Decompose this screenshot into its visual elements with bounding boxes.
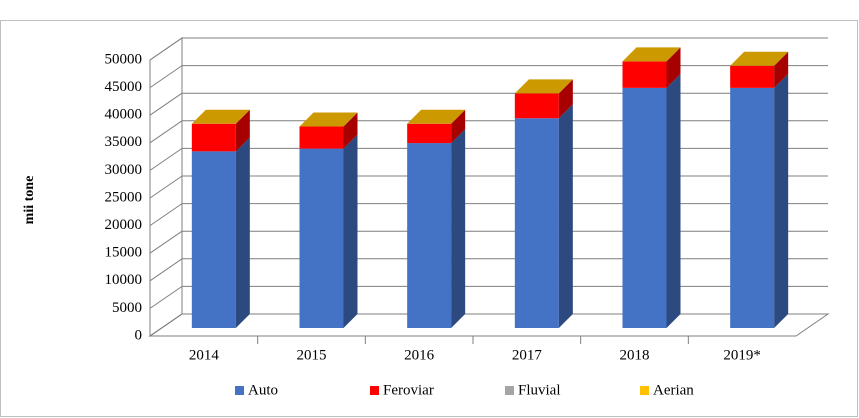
- y-tick-label: 5000: [112, 300, 142, 316]
- legend-label: Aerian: [653, 382, 694, 398]
- y-tick-label: 15000: [105, 245, 143, 261]
- bar-side: [451, 129, 466, 328]
- legend-swatch: [640, 386, 649, 395]
- bar-segment: [514, 118, 559, 329]
- x-tick-label: 2019*: [723, 347, 761, 363]
- bar-segment: [730, 87, 775, 328]
- bar-side: [343, 112, 358, 149]
- x-tick-label: 2016: [404, 347, 435, 363]
- bar-side: [774, 73, 789, 328]
- bar-top: [622, 47, 681, 62]
- bar-segment: [514, 93, 559, 119]
- legend-swatch: [370, 386, 379, 395]
- x-tick-label: 2018: [620, 347, 650, 363]
- legend-label: Feroviar: [383, 382, 434, 398]
- bar-side: [235, 137, 250, 328]
- grid-line: [149, 65, 183, 89]
- y-tick-label: 50000: [105, 51, 143, 67]
- y-tick-label: 10000: [105, 272, 143, 288]
- y-tick-label: 35000: [105, 134, 143, 150]
- x-tick-label: 2015: [297, 347, 327, 363]
- y-tick-label: 20000: [105, 217, 143, 233]
- bar-side: [343, 134, 358, 328]
- y-tick-label: 30000: [105, 162, 143, 178]
- bar-segment: [407, 143, 452, 328]
- bar-top: [191, 109, 250, 124]
- bar-segment: [730, 65, 775, 88]
- legend-swatch: [505, 386, 514, 395]
- grid-line: [149, 92, 183, 116]
- grid-line: [149, 313, 183, 337]
- legend-label: Auto: [248, 382, 278, 398]
- y-tick-label: 45000: [105, 79, 143, 95]
- bar-side: [451, 109, 466, 144]
- bar-segment: [622, 87, 667, 328]
- grid-line: [149, 285, 183, 309]
- x-tick-label: 2017: [512, 347, 543, 363]
- y-axis-label: mii tone: [22, 176, 37, 225]
- bar-segment: [622, 61, 667, 88]
- y-tick-label: 25000: [105, 189, 143, 205]
- bar-side: [666, 47, 681, 88]
- x-tick-label: 2014: [189, 347, 220, 363]
- y-tick-label: 0: [135, 327, 143, 343]
- bar-side: [235, 109, 250, 152]
- grid-line: [149, 175, 183, 199]
- grid-line: [149, 203, 183, 227]
- bar-segment: [299, 126, 344, 149]
- bar-side: [666, 73, 681, 328]
- bar-top: [299, 112, 358, 127]
- bar-side: [774, 51, 789, 88]
- bar-top: [730, 51, 789, 66]
- floor: [148, 313, 830, 337]
- grid-line: [149, 230, 183, 254]
- bar-top: [514, 79, 573, 94]
- bar-segment: [191, 123, 236, 152]
- bar-side: [558, 104, 573, 329]
- grid-line: [149, 37, 183, 61]
- legend-label: Fluvial: [518, 382, 561, 398]
- legend-swatch: [235, 386, 244, 395]
- bar-segment: [299, 148, 344, 328]
- bar-segment: [407, 123, 452, 144]
- grid-line: [149, 258, 183, 282]
- bar-side: [558, 79, 573, 119]
- grid-line: [149, 120, 183, 144]
- chart-border: [0, 20, 858, 417]
- y-tick-label: 40000: [105, 107, 143, 123]
- grid-line: [149, 147, 183, 171]
- bar-top: [407, 109, 466, 124]
- bar-segment: [191, 151, 236, 328]
